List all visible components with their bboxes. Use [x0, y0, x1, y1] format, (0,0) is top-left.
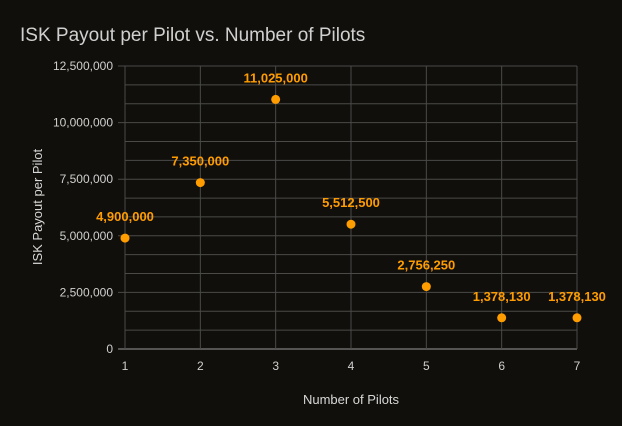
- y-tick-label: 5,000,000: [60, 229, 114, 243]
- y-tick-label: 7,500,000: [60, 172, 114, 186]
- x-tick-label: 6: [498, 359, 505, 373]
- x-tick-label: 7: [574, 359, 581, 373]
- x-tick-label: 3: [272, 359, 279, 373]
- y-tick-label: 10,000,000: [53, 116, 113, 130]
- x-tick-label: 5: [423, 359, 430, 373]
- data-label: 1,378,130: [473, 289, 531, 304]
- x-tick-label: 1: [122, 359, 129, 373]
- data-point: [120, 233, 130, 243]
- x-axis-ticks: 1 2 3 4 5 6 7: [122, 359, 581, 373]
- data-point: [497, 313, 507, 323]
- data-point: [421, 282, 431, 292]
- data-label: 4,900,000: [96, 209, 154, 224]
- data-points: [120, 94, 582, 323]
- data-point: [195, 178, 205, 188]
- x-axis-label: Number of Pilots: [303, 392, 400, 407]
- data-point: [271, 94, 281, 104]
- data-label: 2,756,250: [397, 258, 455, 273]
- data-label: 1,378,130: [548, 289, 606, 304]
- y-tick-label: 0: [106, 342, 113, 356]
- chart-title: ISK Payout per Pilot vs. Number of Pilot…: [20, 25, 365, 46]
- data-label: 5,512,500: [322, 195, 380, 210]
- x-tick-label: 2: [197, 359, 204, 373]
- data-labels: 4,900,000 7,350,000 11,025,000 5,512,500 2,7…: [96, 70, 606, 303]
- data-label: 11,025,000: [243, 70, 307, 85]
- y-axis-label: ISK Payout per Pilot: [30, 148, 45, 265]
- y-axis-ticks: 0 2,500,000 5,000,000 7,500,000 10,000,000 12…: [53, 59, 113, 356]
- data-point: [572, 313, 582, 323]
- data-label: 7,350,000: [171, 154, 229, 169]
- data-point: [346, 219, 356, 229]
- x-tick-label: 4: [348, 359, 355, 373]
- y-tick-label: 12,500,000: [53, 59, 113, 73]
- y-tick-label: 2,500,000: [60, 285, 114, 299]
- grid: [118, 65, 578, 350]
